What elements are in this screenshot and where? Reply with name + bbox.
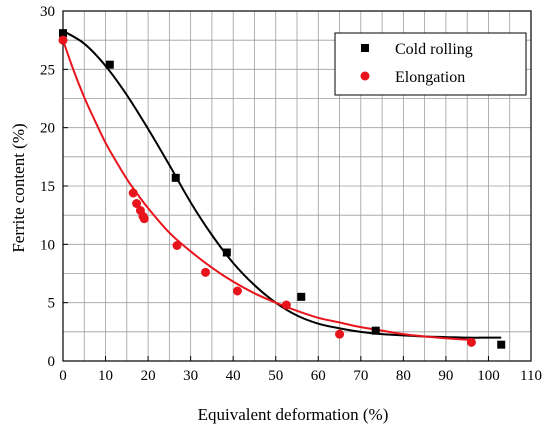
y-tick-label: 10: [40, 237, 55, 253]
point-elongation: [335, 329, 345, 339]
point-elongation: [201, 267, 211, 277]
x-tick-label: 40: [226, 368, 241, 384]
point-elongation: [172, 241, 182, 250]
legend-box: [334, 32, 527, 96]
x-tick-label: 80: [396, 368, 411, 384]
fit-curves: [62, 29, 502, 341]
y-axis-title: Ferrite content (%): [9, 123, 28, 252]
y-tick-label: 5: [48, 296, 56, 312]
y-tick-labels: 0 5 10 15 20 25 30: [40, 4, 68, 370]
x-tick-label: 110: [520, 368, 542, 384]
x-tick-label: 20: [141, 368, 156, 384]
point-cold-rolling: [371, 326, 380, 335]
point-cold-rolling: [59, 29, 67, 38]
legend-marker-elongation: [360, 71, 370, 81]
data-points: [58, 29, 506, 349]
legend-label-elongation: Elongation: [395, 69, 465, 86]
x-tick-label: 100: [477, 368, 500, 384]
legend-marker-cold-rolling: [361, 44, 369, 52]
fit-curve-elongation: [62, 39, 472, 341]
point-elongation: [232, 286, 242, 296]
x-tick-label: 90: [438, 368, 453, 384]
y-tick-label: 15: [40, 179, 55, 195]
point-elongation: [466, 337, 476, 347]
point-elongation: [139, 214, 149, 224]
point-cold-rolling: [497, 340, 506, 349]
point-cold-rolling: [222, 248, 231, 257]
point-elongation: [281, 300, 291, 310]
x-tick-label: 60: [311, 368, 326, 384]
x-tick-label: 50: [268, 368, 283, 384]
x-axis-title: Equivalent deformation (%): [198, 405, 389, 424]
y-tick-label: 30: [40, 4, 55, 20]
x-tick-label: 30: [183, 368, 198, 384]
legend: Cold rolling Elongation: [334, 32, 527, 96]
point-elongation: [128, 188, 138, 198]
point-elongation: [58, 35, 68, 45]
x-tick-label: 10: [98, 368, 113, 384]
legend-label-cold-rolling: Cold rolling: [395, 41, 473, 58]
y-tick-label: 20: [40, 121, 55, 137]
point-cold-rolling: [105, 60, 114, 69]
x-tick-label: 70: [353, 368, 368, 384]
x-tick-label: 0: [59, 368, 67, 384]
y-tick-label: 0: [48, 354, 56, 370]
point-cold-rolling: [297, 292, 306, 301]
x-tick-labels: 0 10 20 30 40 50 60 70 80 90 100 110: [59, 356, 542, 384]
point-cold-rolling: [171, 173, 180, 182]
y-tick-label: 25: [40, 62, 55, 78]
point-elongation: [132, 199, 142, 208]
